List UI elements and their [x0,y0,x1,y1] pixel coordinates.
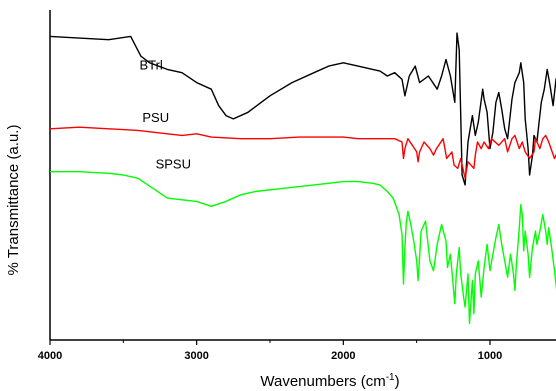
series-lines [49,32,556,325]
x-tick-label: 1000 [478,350,502,362]
series-labels: BTrl PSU SPSU [139,57,191,171]
x-tick-label: 2000 [331,350,355,362]
series-label-psu: PSU [142,110,169,125]
series-line-spsu [50,171,556,325]
x-ticks: 4000 3000 2000 1000 [38,340,502,362]
x-axis-title-main: Wavenumbers (cm [260,373,385,390]
series-label-spsu: SPSU [156,156,191,171]
x-tick-label: 3000 [184,350,208,362]
series-line-btrl [49,32,556,186]
y-axis-title: % Transmittance (a.u.) [5,125,22,276]
x-axis-title-sup: -1 [386,372,395,383]
plot-area: 4000 3000 2000 1000 BTrl PSU SPSU [38,10,556,362]
x-axis-title-end: ) [395,373,400,390]
x-tick-label: 4000 [38,350,62,362]
series-line-psu [49,126,556,179]
series-label-btrl: BTrl [139,57,162,72]
x-axis-title: Wavenumbers (cm-1) [260,372,399,390]
